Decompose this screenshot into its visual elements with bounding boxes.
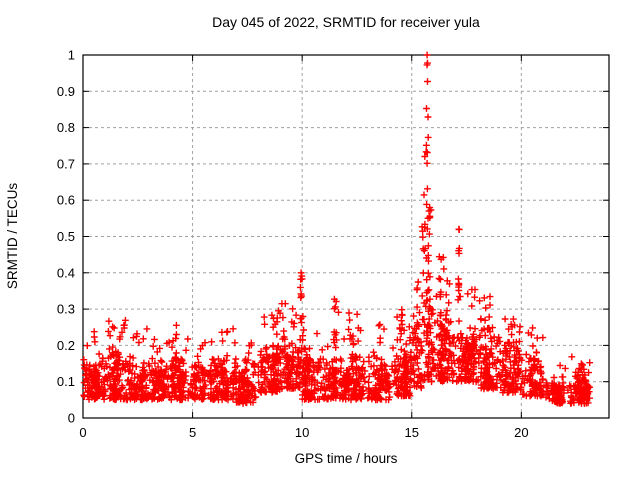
- y-tick-label: 1: [68, 48, 75, 63]
- x-tick-label: 0: [79, 425, 86, 440]
- x-tick-label: 10: [295, 425, 309, 440]
- x-tick-label: 5: [189, 425, 196, 440]
- y-tick-label: 0.8: [57, 120, 75, 135]
- y-tick-label: 0.5: [57, 229, 75, 244]
- y-tick-label: 0.2: [57, 338, 75, 353]
- y-tick-label: 0.9: [57, 84, 75, 99]
- y-tick-label: 0.3: [57, 302, 75, 317]
- y-tick-label: 0.6: [57, 193, 75, 208]
- x-tick-label: 15: [405, 425, 419, 440]
- y-tick-label: 0.4: [57, 265, 75, 280]
- y-tick-label: 0.7: [57, 156, 75, 171]
- y-tick-label: 0: [68, 411, 75, 426]
- x-tick-label: 20: [514, 425, 528, 440]
- scatter-points: [80, 51, 594, 407]
- x-axis-label: GPS time / hours: [294, 451, 398, 466]
- chart-title: Day 045 of 2022, SRMTID for receiver yul…: [212, 14, 480, 30]
- plot-border: [82, 54, 610, 419]
- y-tick-label: 0.1: [57, 374, 75, 389]
